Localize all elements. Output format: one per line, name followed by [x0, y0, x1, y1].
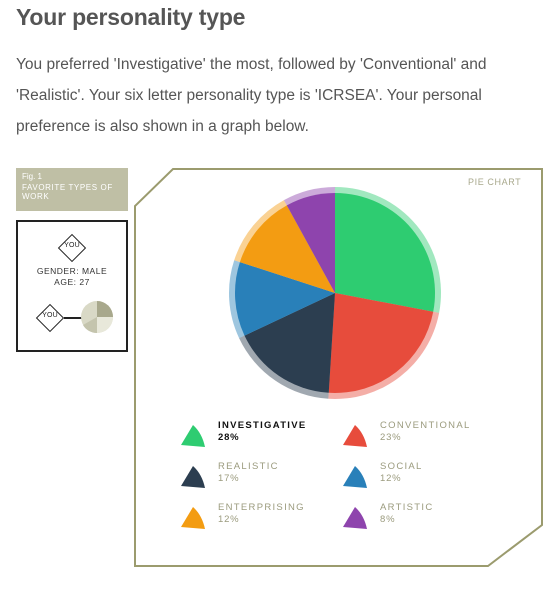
figure-number: Fig. 1: [22, 172, 43, 181]
figure-label: Fig. 1 FAVORITE TYPES OF WORK: [16, 168, 128, 211]
legend-item-social[interactable]: SOCIAL 12%: [342, 461, 492, 495]
gender-text: GENDER: MALE: [36, 266, 108, 276]
pie-slice-investigative[interactable]: [335, 193, 435, 312]
legend-label: REALISTIC: [218, 461, 279, 472]
legend-swatch-icon: [181, 425, 205, 447]
legend-swatch-icon: [181, 507, 205, 529]
chart-frame: [134, 168, 543, 567]
legend-item-artistic[interactable]: ARTISTIC 8%: [342, 502, 492, 536]
figure-title: FAVORITE TYPES OF WORK: [22, 183, 113, 201]
legend-percent: 23%: [380, 432, 402, 443]
legend-label: CONVENTIONAL: [380, 420, 471, 431]
pie-slice-artistic[interactable]: [286, 193, 335, 293]
legend-item-realistic[interactable]: REALISTIC 17%: [180, 461, 330, 495]
legend-swatch-icon: [343, 507, 367, 529]
legend-percent: 17%: [218, 473, 240, 484]
legend-item-conventional[interactable]: CONVENTIONAL 23%: [342, 420, 492, 454]
pie-slice-conventional[interactable]: [328, 293, 434, 393]
legend-swatch-icon: [343, 466, 367, 488]
legend-item-enterprising[interactable]: ENTERPRISING 12%: [180, 502, 330, 536]
legend-percent: 28%: [218, 432, 240, 443]
legend-label: INVESTIGATIVE: [218, 420, 307, 431]
chart-type-caption: PIE CHART: [468, 177, 522, 187]
legend-swatch-icon: [181, 466, 205, 488]
intro-text: You preferred 'Investigative' the most, …: [16, 56, 487, 135]
you-marker-small-label: YOU: [42, 312, 58, 319]
you-marker-label: YOU: [64, 242, 80, 249]
pie-slice-enterprising[interactable]: [239, 205, 335, 293]
legend-item-investigative[interactable]: INVESTIGATIVE 28%: [180, 420, 330, 454]
you-marker-small-icon: YOU: [35, 303, 65, 333]
pie-chart: [229, 187, 441, 399]
legend-swatch-icon: [343, 425, 367, 447]
profile-legend: YOU GENDER: MALE AGE: 27 YOU: [16, 220, 128, 352]
pie-slice-realistic[interactable]: [244, 293, 335, 393]
you-marker-icon: YOU: [57, 233, 87, 263]
legend-label: ARTISTIC: [380, 502, 434, 513]
pie-slice-social[interactable]: [235, 262, 335, 336]
legend-percent: 8%: [380, 514, 396, 525]
legend-label: ENTERPRISING: [218, 502, 305, 513]
legend-percent: 12%: [218, 514, 240, 525]
mini-pie-icon: [81, 301, 113, 334]
age-text: AGE: 27: [54, 277, 90, 287]
legend-label: SOCIAL: [380, 461, 423, 472]
connector-line: [64, 317, 82, 319]
page-title: Your personality type: [16, 4, 246, 30]
legend-percent: 12%: [380, 473, 402, 484]
